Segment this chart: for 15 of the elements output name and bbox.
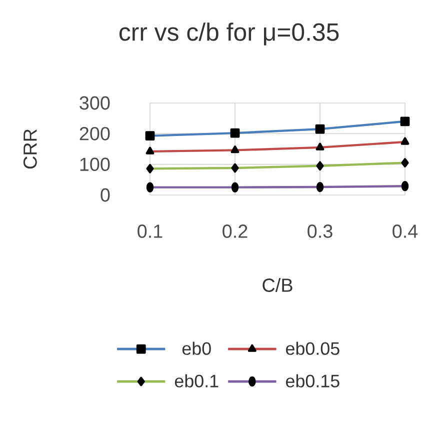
legend-label: eb0 bbox=[182, 342, 211, 355]
legend-label: eb0.15 bbox=[286, 374, 340, 388]
chart-title: crr vs c/b for μ=0.35 bbox=[119, 22, 339, 46]
x-axis-title: C/B bbox=[262, 278, 292, 292]
legend-label: eb0.05 bbox=[286, 342, 340, 355]
y-tick-label: 100 bbox=[80, 158, 110, 172]
y-tick-label: 200 bbox=[80, 126, 110, 140]
x-tick-label: 0.2 bbox=[222, 224, 248, 238]
y-tick-label: 0 bbox=[100, 188, 110, 202]
y-axis-title: CRR bbox=[23, 129, 37, 169]
x-tick-label: 0.4 bbox=[392, 224, 418, 238]
x-tick-label: 0.1 bbox=[138, 224, 162, 238]
y-tick-label: 300 bbox=[80, 96, 110, 110]
x-tick-label: 0.3 bbox=[308, 224, 332, 238]
legend-label: eb0.1 bbox=[174, 374, 218, 388]
